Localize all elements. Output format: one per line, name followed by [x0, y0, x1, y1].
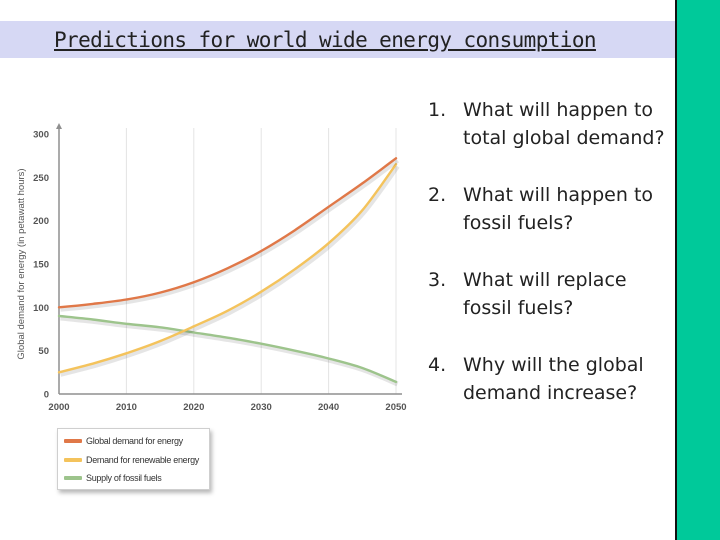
question-item: 3. What will replace fossil fuels? — [428, 266, 673, 322]
legend-item-renewable-demand: Demand for renewable energy — [64, 453, 199, 467]
question-text: What will happen to fossil fuels? — [463, 184, 654, 234]
series-layer — [57, 157, 400, 387]
x-tick-label: 2050 — [385, 402, 406, 413]
title-band — [0, 21, 675, 58]
question-number: 1. — [428, 99, 447, 121]
question-item: 4. Why will the global demand increase? — [428, 351, 673, 407]
chart-legend: Global demand for energy Demand for rene… — [57, 428, 210, 490]
series-line — [57, 157, 398, 309]
y-axis-arrow — [56, 123, 62, 129]
series-shadow — [59, 164, 400, 377]
question-list: 1. What will happen to total global dema… — [428, 96, 673, 436]
x-tick-label: 2040 — [318, 402, 339, 413]
legend-label: Demand for renewable energy — [86, 455, 199, 465]
question-number: 4. — [428, 354, 447, 376]
question-text: What will replace fossil fuels? — [463, 269, 627, 319]
legend-swatch — [64, 439, 82, 443]
series-line — [57, 314, 398, 384]
y-tick-label: 0 — [44, 390, 49, 401]
x-tick-label: 2020 — [183, 402, 204, 413]
y-axis-label: Global demand for energy (in petawatt ho… — [16, 168, 27, 359]
question-item: 2. What will happen to fossil fuels? — [428, 181, 673, 237]
legend-item-fossil-supply: Supply of fossil fuels — [64, 471, 162, 485]
question-number: 3. — [428, 269, 447, 291]
series-shadow — [60, 158, 400, 312]
y-tick-label: 100 — [33, 303, 49, 314]
y-tick-label: 250 — [33, 173, 49, 184]
y-tick-label: 150 — [33, 260, 49, 271]
x-tick-label: 2000 — [48, 402, 69, 413]
question-number: 2. — [428, 184, 447, 206]
legend-item-global-demand: Global demand for energy — [64, 434, 183, 448]
legend-swatch — [64, 476, 82, 480]
energy-line-chart: 2000 2010 2020 2030 2040 2050 0 50 100 150 200 250 3… — [16, 123, 407, 414]
y-tick-label: 200 — [33, 216, 49, 227]
series-shadow — [60, 315, 399, 387]
legend-label: Supply of fossil fuels — [86, 473, 162, 483]
x-tick-label: 2030 — [251, 402, 272, 413]
legend-swatch — [64, 458, 82, 462]
question-text: Why will the global demand increase? — [463, 354, 644, 404]
question-item: 1. What will happen to total global dema… — [428, 96, 673, 152]
x-tick-label: 2010 — [116, 402, 137, 413]
ticks-layer: 2000 2010 2020 2030 2040 2050 0 50 100 150 200 250 3… — [33, 130, 406, 414]
green-sidebar — [675, 0, 720, 540]
slide-title: Predictions for world wide energy consum… — [54, 28, 597, 52]
y-tick-label: 300 — [33, 130, 49, 141]
grid-layer — [125, 128, 397, 394]
series-line — [57, 163, 398, 374]
question-text: What will happen to total global demand? — [463, 99, 665, 149]
y-tick-label: 50 — [38, 346, 49, 357]
legend-label: Global demand for energy — [86, 436, 183, 446]
axes-layer — [56, 123, 402, 395]
